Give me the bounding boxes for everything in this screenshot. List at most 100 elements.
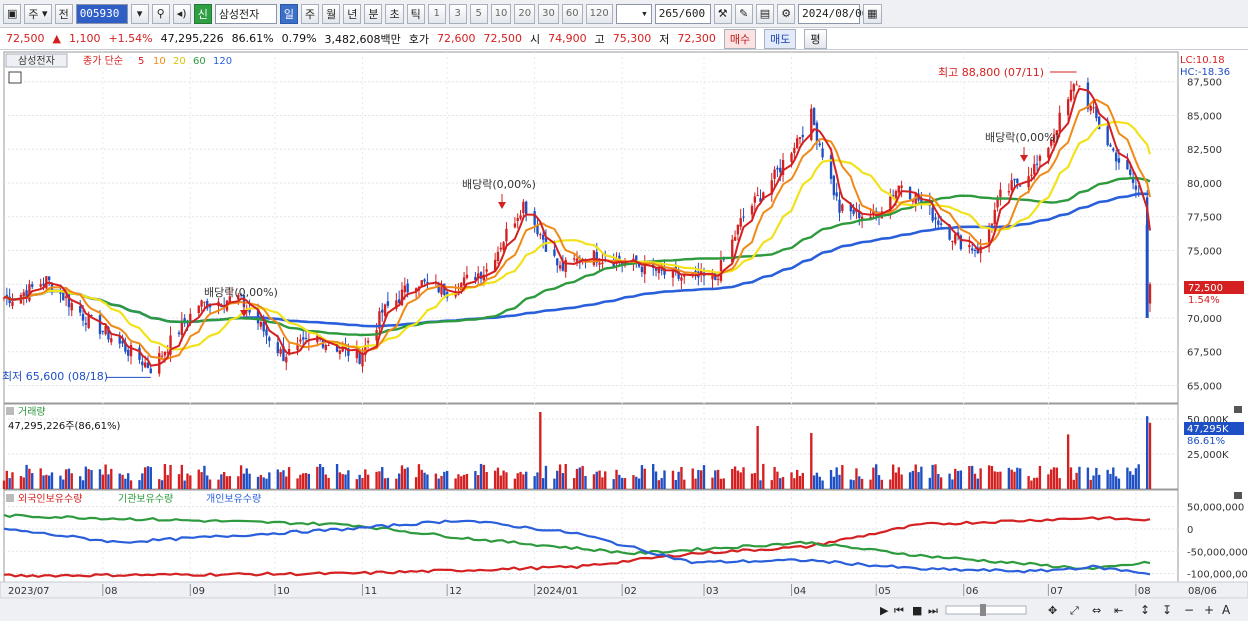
tab-year[interactable]: 년: [343, 3, 362, 24]
tab-week[interactable]: 주: [300, 3, 320, 24]
volume-bar: [307, 473, 311, 489]
volume-bar: [1114, 476, 1118, 489]
cross-icon[interactable]: ✥: [1048, 604, 1057, 617]
plus-icon[interactable]: +: [1204, 603, 1214, 617]
series-foreign-label: 외국인보유수량: [18, 493, 82, 505]
candle-body: [812, 108, 816, 125]
stop-icon[interactable]: ■: [912, 604, 922, 617]
grid-toggle-icon[interactable]: [8, 71, 22, 84]
stock-name-field[interactable]: 삼성전자: [214, 3, 277, 24]
candle-body: [279, 349, 282, 354]
candle-body: [677, 270, 680, 279]
candle-body: [276, 342, 279, 354]
credit-badge[interactable]: 신: [193, 3, 212, 24]
volume-bar: [739, 472, 742, 489]
reduce-icon[interactable]: ⇤: [1114, 604, 1123, 617]
zoom-slider-handle[interactable]: [980, 604, 986, 616]
search-icon[interactable]: ⚲: [151, 3, 170, 24]
scroll-right-icon[interactable]: ▶: [880, 604, 889, 617]
speaker-icon[interactable]: ◂): [172, 3, 191, 24]
layout-icon[interactable]: ▣: [3, 3, 22, 24]
date-field[interactable]: 2024/08/06: [798, 3, 868, 24]
candle-body: [70, 303, 73, 311]
candle-body: [163, 351, 167, 356]
zoom-reset-icon[interactable]: ↧: [1162, 603, 1172, 617]
first-page-icon[interactable]: ⏮: [894, 604, 904, 617]
tools-icon[interactable]: ⚒: [713, 3, 732, 24]
volume-close-icon[interactable]: [1234, 406, 1242, 413]
volume-bar: [5, 470, 9, 489]
candle-body: [753, 196, 757, 203]
candle-body: [931, 207, 934, 221]
volume-bar: [296, 478, 299, 489]
volume-bar: [347, 470, 350, 489]
volume-bar: [558, 464, 562, 489]
volume-bar: [186, 473, 189, 489]
volume-bar: [1066, 434, 1070, 489]
tab-second[interactable]: 초: [385, 3, 404, 24]
candle-body: [169, 335, 172, 355]
calendar-icon[interactable]: ▦: [863, 3, 882, 24]
candle-body: [180, 320, 184, 335]
interval-30[interactable]: 30: [538, 3, 559, 24]
interval-5[interactable]: 5: [469, 3, 488, 24]
candle-body: [937, 220, 940, 225]
candle-body: [146, 362, 150, 368]
volume-bar: [1134, 468, 1138, 489]
candle-body: [499, 247, 502, 250]
expand-icon[interactable]: ⤢: [1070, 604, 1079, 617]
buy-button[interactable]: 매수: [723, 28, 757, 49]
interval-120-label: 120: [589, 8, 609, 19]
fit-icon[interactable]: ⇔: [1092, 604, 1101, 617]
stock-chart[interactable]: 87,500 85,000 82,500 80,000 77,500 75,000 72,5…: [0, 50, 1248, 621]
volume-bar: [812, 475, 816, 489]
candle-body: [285, 357, 288, 363]
candle-body: [1016, 178, 1019, 183]
foreign-holding-line: [3, 516, 1151, 578]
last-page-icon[interactable]: ⏭: [928, 604, 938, 617]
minus-icon[interactable]: −: [1184, 603, 1194, 617]
interval-120[interactable]: 120: [585, 3, 613, 24]
save-icon[interactable]: ▤: [755, 3, 775, 24]
interval-60[interactable]: 60: [561, 3, 583, 24]
volume-bar: [773, 466, 776, 489]
volume-bar: [1018, 468, 1022, 489]
interval-1[interactable]: 1: [427, 3, 446, 24]
volume-bar: [138, 480, 141, 489]
interval-10[interactable]: 10: [490, 3, 512, 24]
candle-body: [1131, 177, 1135, 183]
gear-icon[interactable]: ⚙: [777, 3, 796, 24]
volume-title: 거래량: [18, 406, 46, 418]
sell-button[interactable]: 매도: [764, 28, 797, 49]
prev-button[interactable]: 전: [54, 3, 73, 24]
candle-body: [341, 346, 344, 352]
interval-select[interactable]: ▾: [615, 3, 652, 24]
volume-axis-tick: 25,000K: [1187, 450, 1229, 461]
volume-bar: [70, 473, 73, 489]
interval-20[interactable]: 20: [514, 3, 536, 24]
ma5-line: [3, 87, 1151, 367]
zoom-in-icon[interactable]: ↕: [1140, 603, 1150, 617]
volume-bar: [67, 468, 71, 489]
draw-icon[interactable]: ✎: [734, 3, 753, 24]
count-field[interactable]: 265/600: [654, 3, 711, 24]
quote-label: 호가: [408, 32, 430, 46]
tab-minute-label: 분: [368, 7, 379, 21]
min-annotation: 최저 65,600 (08/18): [2, 370, 108, 383]
tab-minute[interactable]: 분: [364, 3, 383, 24]
interval-3[interactable]: 3: [448, 3, 467, 24]
market-select[interactable]: 주 ▾: [24, 3, 52, 24]
tab-tick[interactable]: 틱: [406, 3, 425, 24]
candle-body: [1134, 185, 1138, 190]
tab-day[interactable]: 일: [279, 3, 298, 24]
eval-button[interactable]: 평: [804, 28, 827, 49]
volume-bar: [575, 468, 579, 489]
candle-body: [889, 196, 892, 214]
candle-body: [228, 296, 231, 302]
investor-close-icon[interactable]: [1234, 492, 1242, 499]
tab-month[interactable]: 월: [322, 3, 341, 24]
font-size-icon[interactable]: A: [1222, 603, 1231, 617]
code-dropdown-icon[interactable]: ▾: [130, 3, 149, 24]
volume-bar: [592, 474, 596, 489]
stock-code-input[interactable]: 005930: [75, 3, 128, 24]
